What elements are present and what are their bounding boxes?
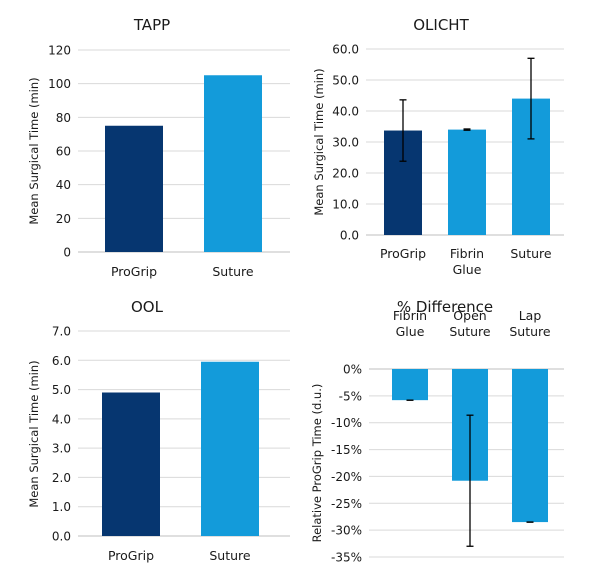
chart-ool: OOL 0.0 1.0 2.0 3.0 4.0 5.0 6.0 7.0 Mean Surgical… <box>27 298 290 563</box>
chart-tapp: TAPP 0 20 40 60 80 100 120 Mean Surgical Time (m… <box>27 16 290 279</box>
bar-fibrin-glue <box>448 129 486 235</box>
category-label: Fibrin <box>450 246 484 261</box>
chart-olicht: OLICHT 0.0 10.0 20.0 30.0 40.0 50.0 60.0 Mean Su… <box>312 16 564 277</box>
y-axis-label: Mean Surgical Time (min) <box>312 68 326 215</box>
y-tick-label: 50.0 <box>332 74 359 88</box>
y-tick-label: 80 <box>56 111 71 125</box>
chart-title: OLICHT <box>413 16 469 34</box>
bar-lap-suture <box>512 369 548 523</box>
y-tick-label: 20 <box>56 212 71 226</box>
category-label: Suture <box>209 548 251 563</box>
chart-difference: % Difference -35% -30% -25% -20% -15% -10% -5% 0… <box>310 298 564 565</box>
y-tick-label: 10.0 <box>332 198 359 212</box>
y-tick-label: 4.0 <box>52 412 71 426</box>
y-tick-label: 0.0 <box>52 530 71 544</box>
category-label: ProGrip <box>380 246 426 261</box>
y-tick-label: -35% <box>331 551 362 565</box>
y-tick-label: 40.0 <box>332 105 359 119</box>
y-tick-label: 30.0 <box>332 136 359 150</box>
chart-title: OOL <box>131 298 164 316</box>
y-tick-label: -25% <box>331 497 362 511</box>
category-label: Glue <box>453 262 482 277</box>
y-tick-label: 5.0 <box>52 383 71 397</box>
y-tick-label: 120 <box>48 44 71 58</box>
category-label: Fibrin <box>393 308 427 323</box>
y-tick-label: -20% <box>331 470 362 484</box>
category-label: Open <box>453 308 486 323</box>
bar-suture <box>204 75 262 252</box>
y-tick-label: 100 <box>48 77 71 91</box>
bar-suture <box>201 361 259 536</box>
category-label: Suture <box>510 246 552 261</box>
category-label: Lap <box>519 308 542 323</box>
y-axis-label: Mean Surgical Time (min) <box>27 77 41 224</box>
bar-progrip <box>102 392 160 536</box>
y-tick-label: -15% <box>331 443 362 457</box>
bar-progrip <box>105 125 163 252</box>
category-label: Suture <box>509 324 551 339</box>
y-tick-label: 6.0 <box>52 354 71 368</box>
category-label: ProGrip <box>111 264 157 279</box>
y-tick-label: -30% <box>331 524 362 538</box>
y-tick-label: 0.0 <box>340 229 359 243</box>
y-tick-label: 20.0 <box>332 167 359 181</box>
y-tick-label: 60 <box>56 145 71 159</box>
y-tick-label: 7.0 <box>52 325 71 339</box>
y-tick-label: 1.0 <box>52 500 71 514</box>
category-label: ProGrip <box>108 548 154 563</box>
y-axis-label: Mean Surgical Time (min) <box>27 360 41 507</box>
y-tick-label: -5% <box>339 389 362 403</box>
y-tick-label: 2.0 <box>52 471 71 485</box>
y-tick-label: 40 <box>56 178 71 192</box>
chart-title: % Difference <box>397 298 493 316</box>
chart-title: TAPP <box>133 16 170 34</box>
category-label: Suture <box>449 324 491 339</box>
category-label: Suture <box>212 264 254 279</box>
category-label: Glue <box>396 324 425 339</box>
y-tick-label: 3.0 <box>52 442 71 456</box>
y-tick-label: -10% <box>331 416 362 430</box>
y-tick-label: 0 <box>63 246 71 260</box>
y-axis-label: Relative ProGrip Time (d.u.) <box>310 384 324 543</box>
bar-fibrin-glue <box>392 369 428 401</box>
y-tick-label: 0% <box>343 363 362 377</box>
y-tick-label: 60.0 <box>332 43 359 57</box>
